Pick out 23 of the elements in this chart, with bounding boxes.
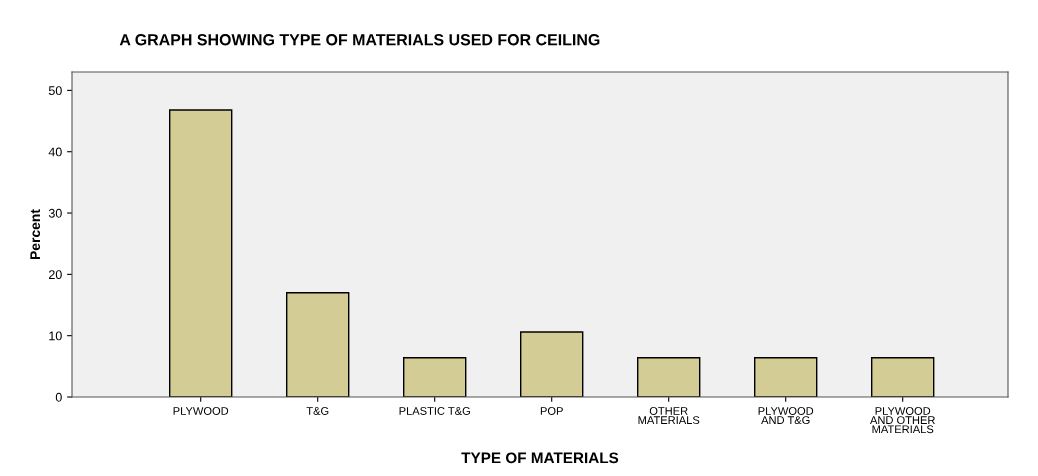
y-tick-label: 10: [49, 331, 62, 341]
bar: [403, 357, 467, 397]
y-tick-label: 30: [48, 208, 62, 218]
x-tick-label: PLYWOOD AND T&G: [758, 407, 814, 425]
bar: [286, 292, 350, 397]
y-tick-label: 20: [49, 270, 62, 280]
x-tick-label: T&G: [306, 407, 329, 415]
bar: [637, 357, 701, 397]
y-tick-label: 50: [48, 86, 62, 96]
x-tick-label: POP: [540, 407, 563, 415]
x-axis-title: TYPE OF MATERIALS: [461, 452, 619, 464]
bar: [169, 109, 233, 397]
x-tick-label: PLASTIC T&G: [399, 407, 470, 415]
y-tick-label: 40: [48, 147, 62, 157]
bar: [520, 331, 584, 397]
bar: [754, 357, 818, 397]
chart-title: A GRAPH SHOWING TYPE OF MATERIALS USED FOR CEILING: [119, 34, 600, 46]
y-axis-title: Percent: [30, 209, 41, 260]
x-tick-label: PLYWOOD: [173, 407, 229, 415]
bar: [871, 357, 935, 397]
y-tick-label: 0: [55, 392, 62, 402]
x-tick-label: OTHER MATERIALS: [638, 407, 700, 425]
x-tick-label: PLYWOOD AND OTHER MATERIALS: [870, 407, 935, 434]
